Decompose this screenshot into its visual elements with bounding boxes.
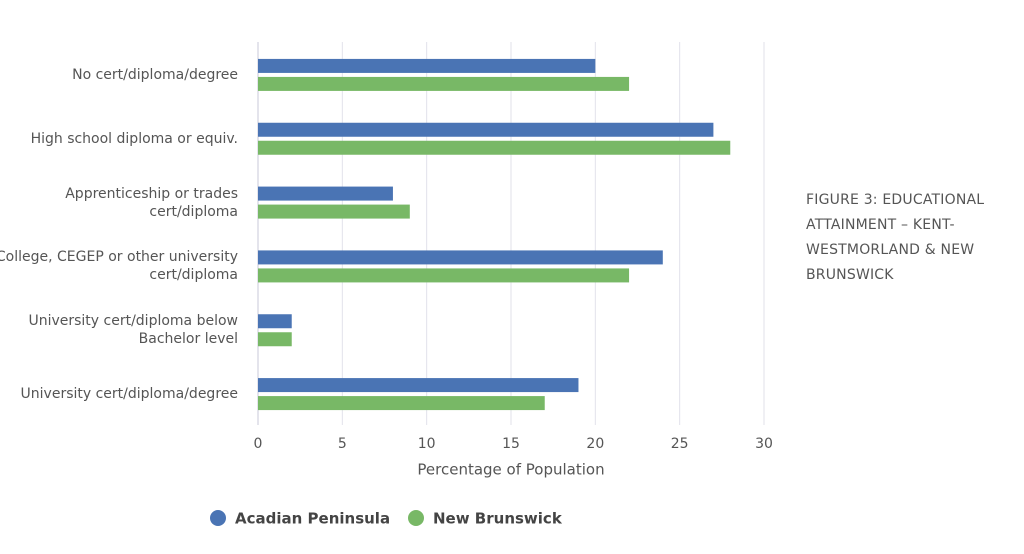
- bar: [258, 250, 663, 265]
- x-tick-label: 15: [502, 436, 520, 452]
- legend-label: Acadian Peninsula: [235, 510, 390, 528]
- x-axis-label: Percentage of Population: [417, 461, 604, 479]
- x-tick-label: 25: [671, 436, 689, 452]
- bar: [258, 186, 393, 201]
- bar: [258, 122, 714, 137]
- y-tick-label: College, CEGEP or other university cert/…: [0, 249, 238, 284]
- x-tick-label: 20: [586, 436, 604, 452]
- legend-marker: [210, 510, 226, 526]
- bar: [258, 314, 292, 329]
- bar: [258, 204, 410, 219]
- x-tick-label: 5: [338, 436, 347, 452]
- y-tick-label: No cert/diploma/degree: [72, 66, 238, 83]
- bar: [258, 378, 579, 393]
- bar: [258, 140, 731, 155]
- y-tick-label: Apprenticeship or trades cert/diploma: [65, 185, 238, 220]
- bar: [258, 76, 630, 91]
- x-tick-label: 10: [418, 436, 436, 452]
- bar: [258, 332, 292, 347]
- bar: [258, 396, 545, 411]
- y-tick-label: University cert/diploma/degree: [20, 386, 238, 403]
- bar: [258, 58, 596, 73]
- bar: [258, 268, 630, 283]
- x-tick-label: 30: [755, 436, 773, 452]
- chart-title: FIGURE 3: EDUCATIONAL ATTAINMENT – KENT-…: [806, 192, 985, 283]
- y-tick-label: High school diploma or equiv.: [30, 130, 238, 147]
- legend-label: New Brunswick: [433, 510, 563, 528]
- y-tick-label: University cert/diploma below Bachelor l…: [28, 313, 238, 348]
- legend-marker: [408, 510, 424, 526]
- x-tick-label: 0: [254, 436, 263, 452]
